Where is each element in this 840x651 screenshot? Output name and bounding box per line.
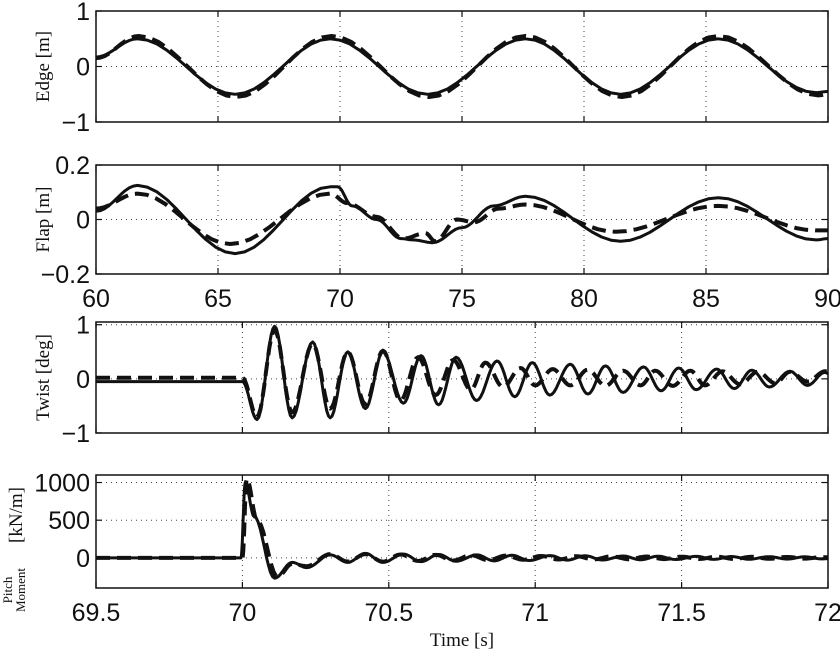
axes-frame	[95, 321, 829, 434]
y-tick-label: 1	[76, 312, 90, 340]
x-tick-label: 60	[82, 285, 110, 313]
y-tick-label: −0.2	[41, 261, 90, 289]
y-tick-label: 0	[76, 54, 90, 82]
x-tick-label: 71.5	[657, 599, 706, 627]
x-tick-label: 70	[228, 599, 256, 627]
y-axis-label: Twist [deg]	[33, 334, 54, 421]
x-tick-label: 80	[570, 285, 598, 313]
y-tick-label: 0.2	[55, 152, 90, 180]
y-axis-label-line1: Pitch	[0, 576, 15, 603]
series-solid-line	[96, 481, 829, 580]
subplot-3: −1 0 1 Twist [deg]	[33, 312, 830, 448]
series-dashed-line	[96, 476, 830, 579]
axes-frame	[95, 164, 829, 275]
y-tick-label: 0	[76, 207, 90, 235]
x-tick-label: 70	[326, 285, 354, 313]
subplot-1: −1 0 1 Edge [m]	[33, 0, 829, 137]
y-tick-label: −1	[61, 420, 90, 448]
x-axis-label: Time [s]	[430, 630, 494, 651]
subplot-2: −0.2 0 0.2 60 65 70 75 80 85 90 Flap [m]	[33, 152, 840, 313]
x-tick-label: 90	[814, 285, 840, 313]
x-tick-label: 72	[814, 599, 840, 627]
y-axis-label-unit: [kN/m]	[6, 487, 27, 543]
x-tick-label: 71	[521, 599, 549, 627]
y-tick-label: 500	[48, 507, 90, 535]
axes-frame	[95, 10, 829, 123]
y-tick-label: 1	[76, 0, 90, 26]
axes-frame	[95, 474, 829, 589]
y-axis-label-line2: Moment	[13, 568, 28, 612]
series-dashed-line	[95, 34, 829, 99]
x-tick-label: 85	[692, 285, 720, 313]
y-tick-label: 0	[76, 366, 90, 394]
x-tick-label: 65	[204, 285, 232, 313]
y-axis-label: Flap [m]	[33, 187, 54, 253]
y-axis-label: Edge [m]	[33, 31, 54, 102]
y-tick-label: 1000	[34, 470, 90, 498]
series-dashed-line	[96, 328, 830, 419]
x-tick-label: 69.5	[72, 599, 121, 627]
y-tick-label: −1	[61, 109, 90, 137]
y-tick-label: 0	[76, 545, 90, 573]
x-tick-label: 70.5	[364, 599, 413, 627]
series-dashed-line	[95, 191, 829, 246]
subplot-4: 0 500 1000 69.5 70 70.5 71 71.5 72 [kN/m] PitchMom…	[0, 470, 840, 651]
x-tick-label: 75	[448, 285, 476, 313]
